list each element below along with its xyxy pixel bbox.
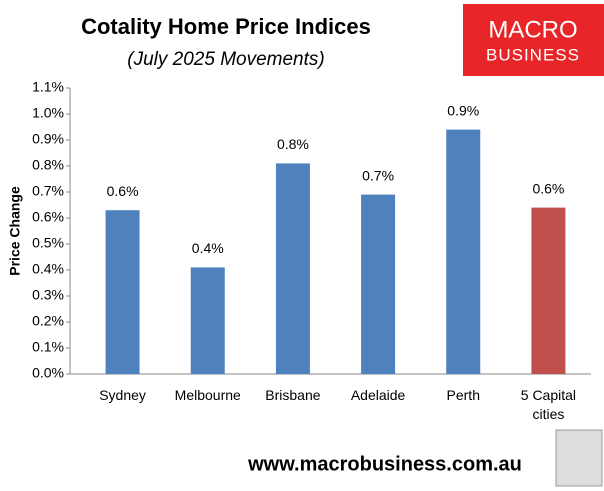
bar <box>105 210 140 374</box>
y-tick-label: 0.6% <box>32 209 64 225</box>
logo-text: MACRO <box>488 16 577 43</box>
bar <box>531 207 566 374</box>
y-axis-label: Price Change <box>7 186 23 276</box>
value-label: 0.4% <box>192 240 224 256</box>
logo-icon <box>555 429 603 487</box>
x-tick-label: Adelaide <box>350 387 406 403</box>
value-label: 0.8% <box>277 136 309 152</box>
bar <box>361 194 396 374</box>
y-tick-label: 0.1% <box>32 339 64 355</box>
chart-title: Cotality Home Price Indices <box>81 14 371 39</box>
y-tick-label: 0.7% <box>32 183 64 199</box>
y-tick-label: 0.2% <box>32 313 64 329</box>
y-tick-label: 1.0% <box>32 105 64 121</box>
x-tick-label: 5 Capital cities <box>520 387 577 422</box>
y-tick-label: 1.1% <box>32 79 64 95</box>
logo-text: BUSINESS <box>486 45 580 64</box>
value-label: 0.6% <box>532 180 564 196</box>
bar <box>446 129 481 374</box>
y-tick-label: 0.8% <box>32 157 64 173</box>
y-tick-label: 0.4% <box>32 261 64 277</box>
y-tick-label: 0.3% <box>32 287 64 303</box>
y-tick-label: 0.5% <box>32 235 64 251</box>
x-tick-label: Brisbane <box>265 387 321 403</box>
value-label: 0.6% <box>107 183 139 199</box>
bar <box>190 267 225 374</box>
y-tick-label: 0.9% <box>32 131 64 147</box>
x-tick-label: Melbourne <box>174 387 241 403</box>
y-tick-label: 0.0% <box>32 365 64 381</box>
footer: www.macrobusiness.com.au <box>247 453 522 475</box>
value-label: 0.9% <box>447 102 479 118</box>
x-tick-label: Perth <box>446 387 480 403</box>
chart-subtitle: (July 2025 Movements) <box>127 49 324 70</box>
x-tick-label: Sydney <box>99 387 146 403</box>
value-label: 0.7% <box>362 167 394 183</box>
logo-box <box>463 4 604 76</box>
bar <box>275 163 310 374</box>
